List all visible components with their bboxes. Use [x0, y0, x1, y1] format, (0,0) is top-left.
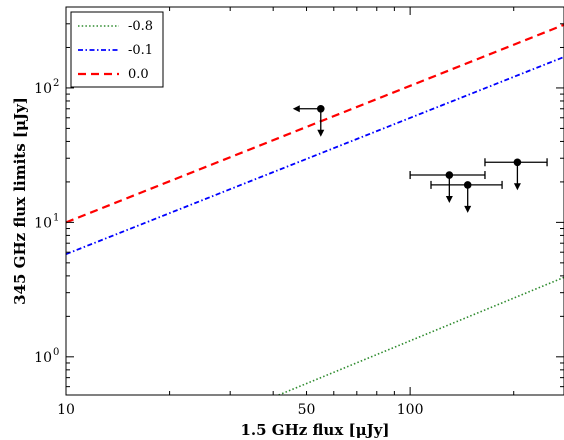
y-tick-label: 10: [34, 81, 52, 97]
data-point-4: [484, 158, 548, 191]
y-upper-limit-head: [317, 129, 325, 137]
data-point-2: [409, 171, 486, 204]
y-axis-label: 345 GHz flux limits [μJy]: [11, 97, 29, 305]
y-upper-limit-head: [464, 205, 472, 213]
series-line-2: [66, 56, 564, 256]
data-marker: [445, 171, 454, 179]
legend: -0.8 -0.1 0.0: [70, 11, 164, 88]
y-tick-label: 10: [34, 350, 52, 366]
x-tick-label: 100: [397, 402, 424, 418]
series-line-3: [66, 23, 564, 224]
x-limit-head: [292, 105, 300, 113]
data-marker: [513, 158, 522, 167]
legend-label-zero: 0.0: [128, 67, 149, 82]
y-tick-label-exponent: 1: [53, 212, 59, 223]
series-layer: [66, 23, 564, 395]
x-axis-label: 1.5 GHz flux [μJy]: [240, 421, 389, 439]
y-upper-limit-head: [513, 183, 521, 191]
y-upper-limit-head: [445, 196, 453, 204]
plot-frame: [65, 6, 564, 396]
legend-label-neg01: -0.1: [128, 43, 153, 58]
x-tick-label: 10: [57, 402, 75, 418]
data-marker: [463, 181, 472, 189]
y-tick-label-exponent: 2: [53, 78, 59, 89]
legend-label-neg08: -0.8: [128, 19, 153, 34]
x-tick-label: 50: [298, 402, 316, 418]
data-marker: [316, 104, 325, 113]
data-point-1: [292, 104, 325, 137]
y-tick-label: 10: [34, 215, 52, 231]
points-layer: [292, 104, 548, 213]
series-line-1: [278, 276, 564, 395]
data-point-3: [430, 180, 503, 213]
ticks-layer: [65, 6, 564, 395]
y-tick-label-exponent: 0: [53, 347, 59, 358]
